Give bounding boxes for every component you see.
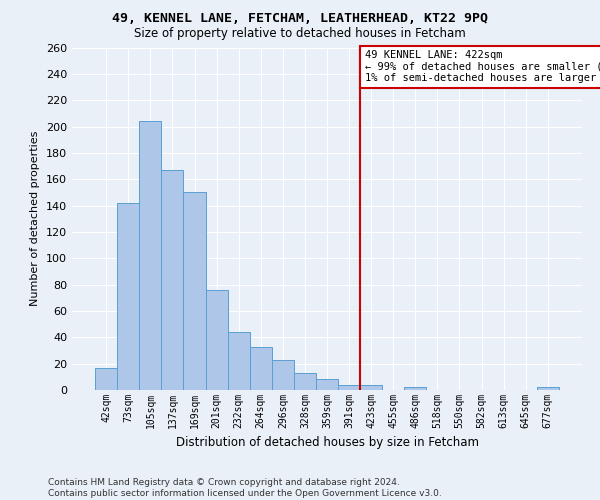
- Bar: [272, 360, 294, 390]
- Bar: [537, 388, 559, 390]
- Bar: [184, 192, 206, 390]
- Y-axis label: Number of detached properties: Number of detached properties: [31, 131, 40, 306]
- X-axis label: Distribution of detached houses by size in Fetcham: Distribution of detached houses by size …: [176, 436, 479, 450]
- Bar: [227, 332, 250, 390]
- Bar: [360, 384, 382, 390]
- Text: 49, KENNEL LANE, FETCHAM, LEATHERHEAD, KT22 9PQ: 49, KENNEL LANE, FETCHAM, LEATHERHEAD, K…: [112, 12, 488, 26]
- Bar: [316, 380, 338, 390]
- Bar: [206, 290, 227, 390]
- Bar: [294, 373, 316, 390]
- Bar: [139, 122, 161, 390]
- Bar: [250, 346, 272, 390]
- Bar: [161, 170, 184, 390]
- Text: Size of property relative to detached houses in Fetcham: Size of property relative to detached ho…: [134, 28, 466, 40]
- Bar: [338, 384, 360, 390]
- Text: Contains HM Land Registry data © Crown copyright and database right 2024.
Contai: Contains HM Land Registry data © Crown c…: [48, 478, 442, 498]
- Bar: [404, 388, 427, 390]
- Text: 49 KENNEL LANE: 422sqm
← 99% of detached houses are smaller (872)
1% of semi-det: 49 KENNEL LANE: 422sqm ← 99% of detached…: [365, 50, 600, 84]
- Bar: [117, 203, 139, 390]
- Bar: [95, 368, 117, 390]
